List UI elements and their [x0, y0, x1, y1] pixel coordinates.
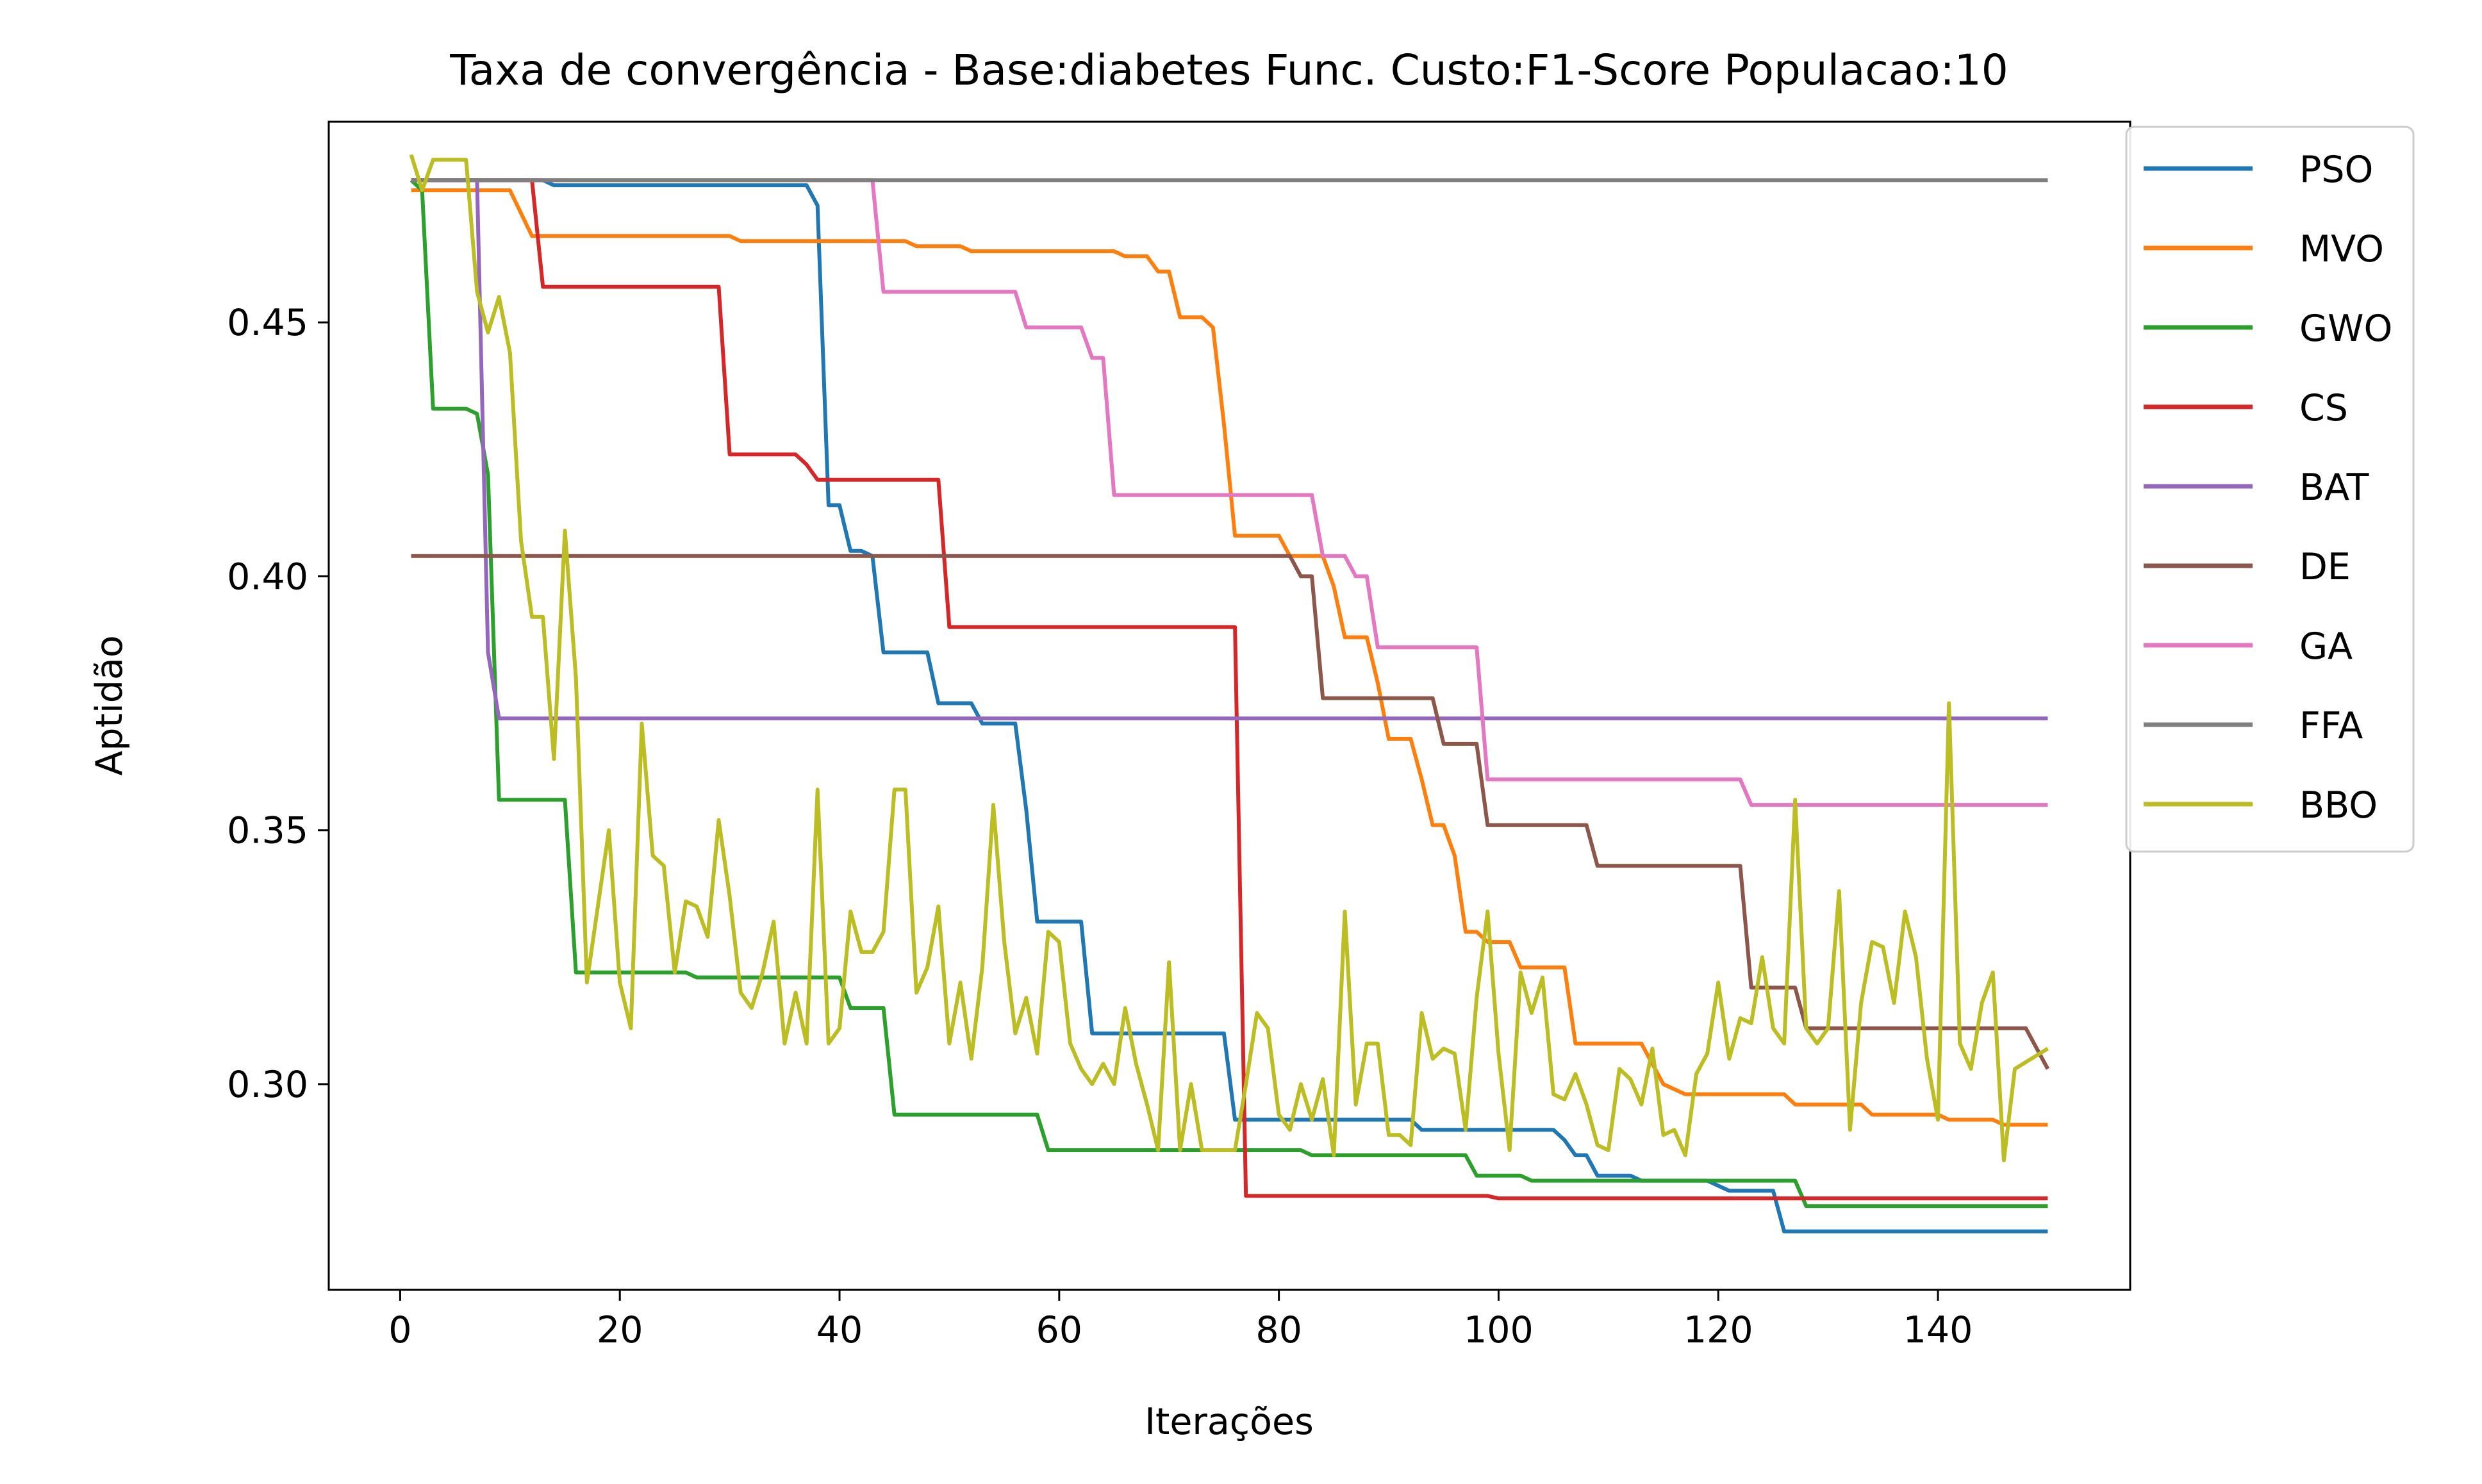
series-line-cs: [411, 178, 2048, 1201]
series-line-pso: [411, 178, 2048, 1233]
series-line-ga: [411, 178, 2048, 807]
y-axis-label: Aptidão: [88, 635, 131, 775]
series-line-de: [411, 554, 2050, 1070]
legend-label: BBO: [2299, 784, 2378, 827]
series-line-bbo: [409, 154, 2049, 1162]
y-tick-label: 0.40: [227, 556, 308, 598]
legend-label: FFA: [2299, 705, 2363, 747]
x-tick-label: 120: [1684, 1309, 1753, 1351]
chart-title: Taxa de convergência - Base:diabetes Fun…: [449, 45, 2008, 95]
legend-label: DE: [2299, 546, 2351, 588]
legend-label: CS: [2299, 387, 2348, 429]
legend-label: MVO: [2299, 228, 2384, 270]
legend-entry-pso[interactable]: PSO: [2144, 149, 2373, 191]
legend-box: [2125, 126, 2415, 853]
legend-entry-cs[interactable]: CS: [2144, 387, 2348, 429]
legend-entry-de[interactable]: DE: [2144, 546, 2351, 588]
legend-entry-bbo[interactable]: BBO: [2144, 784, 2378, 827]
legend-entry-mvo[interactable]: MVO: [2144, 228, 2384, 270]
x-axis-label: Iterações: [1145, 1401, 1314, 1443]
series-layer: [409, 154, 2050, 1233]
y-tick-label: 0.35: [227, 810, 308, 852]
x-tick-label: 100: [1464, 1309, 1534, 1351]
x-axis: 0 20 40 60 80 100 120 140: [388, 1290, 1973, 1351]
y-axis: 0.30 0.35 0.40 0.45: [227, 302, 329, 1106]
y-tick-label: 0.45: [227, 302, 308, 344]
y-tick-label: 0.30: [227, 1064, 308, 1106]
legend-entry-ffa[interactable]: FFA: [2144, 705, 2363, 747]
series-line-mvo: [411, 188, 2048, 1127]
x-tick-label: 0: [388, 1309, 411, 1351]
legend-label: GWO: [2299, 308, 2392, 350]
series-line-bat: [411, 178, 2048, 721]
series-line-gwo: [410, 178, 2048, 1208]
plot-frame: [327, 120, 2131, 1291]
legend-label: BAT: [2299, 466, 2369, 509]
legend-label: GA: [2299, 625, 2353, 668]
x-tick-label: 140: [1903, 1309, 1973, 1351]
x-tick-label: 80: [1255, 1309, 1302, 1351]
x-tick-label: 60: [1036, 1309, 1083, 1351]
legend-entry-gwo[interactable]: GWO: [2144, 308, 2392, 350]
legend-entry-bat[interactable]: BAT: [2144, 466, 2369, 509]
x-tick-label: 20: [597, 1309, 643, 1351]
legend[interactable]: PSO MVO GWO CS BAT DE GA FFA BBO: [2125, 126, 2415, 853]
x-tick-label: 40: [816, 1309, 863, 1351]
legend-label: PSO: [2299, 149, 2373, 191]
legend-entry-ga[interactable]: GA: [2144, 625, 2353, 668]
